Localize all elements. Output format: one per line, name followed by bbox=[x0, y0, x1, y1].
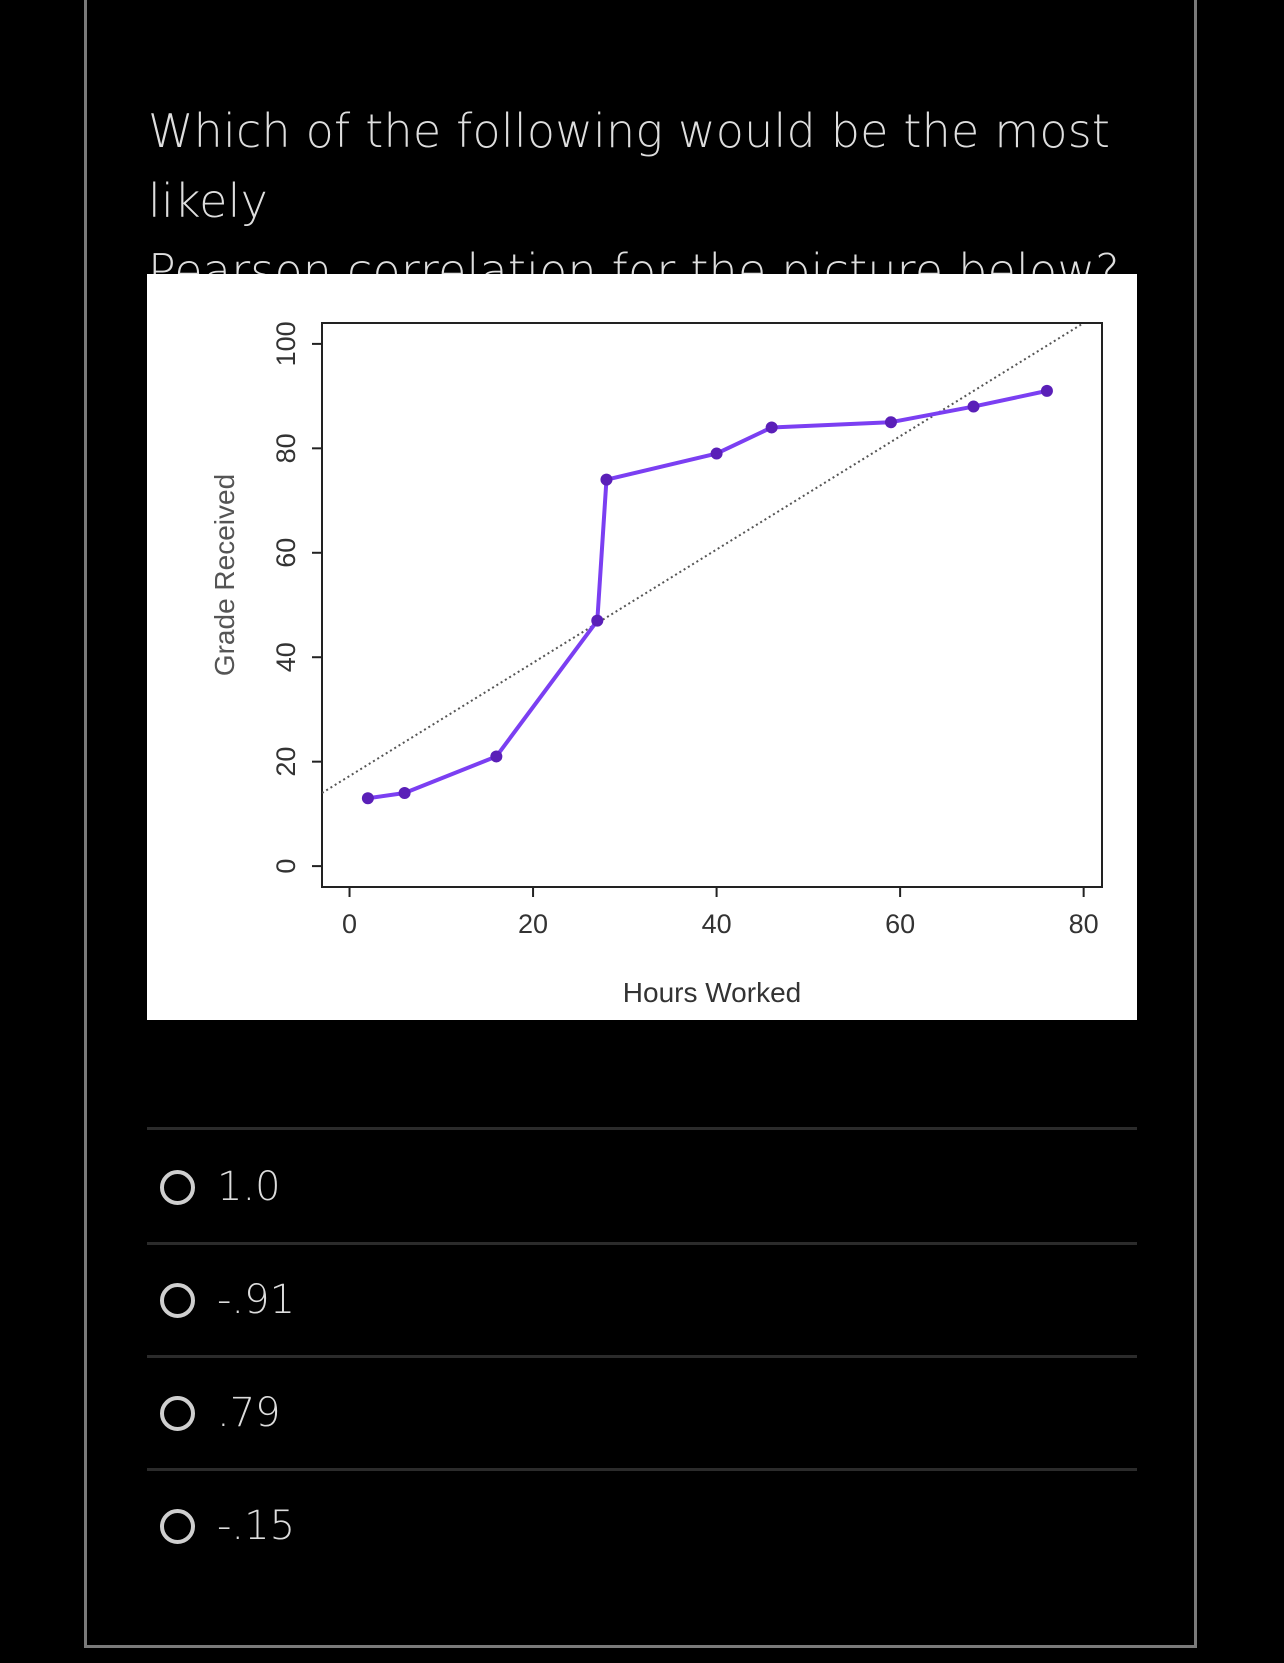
y-tick-label: 60 bbox=[271, 538, 301, 568]
y-tick-label: 100 bbox=[271, 321, 301, 366]
x-tick-label: 80 bbox=[1069, 909, 1099, 939]
divider bbox=[147, 1242, 1137, 1245]
chart-image: 0 20 40 60 80 0 20 40 60 80 100 Hours Worked Grade R… bbox=[147, 274, 1137, 1020]
radio-icon[interactable] bbox=[160, 1395, 195, 1431]
data-point bbox=[967, 400, 980, 413]
series-line bbox=[367, 388, 1048, 801]
option-4[interactable]: -.15 bbox=[160, 1496, 295, 1556]
data-point bbox=[600, 473, 613, 486]
data-point bbox=[1040, 384, 1053, 397]
data-point bbox=[710, 447, 723, 460]
y-tick-label: 40 bbox=[271, 642, 301, 672]
option-label: -.91 bbox=[217, 1277, 296, 1323]
x-tick-label: 60 bbox=[885, 909, 915, 939]
option-label: .79 bbox=[217, 1390, 281, 1436]
x-tick-label: 40 bbox=[702, 909, 732, 939]
divider bbox=[147, 1355, 1137, 1358]
y-tick-label: 20 bbox=[271, 747, 301, 777]
y-tick-label: 0 bbox=[271, 859, 301, 874]
option-label: 1.0 bbox=[217, 1164, 281, 1210]
option-label: -.15 bbox=[217, 1503, 296, 1549]
data-point bbox=[361, 792, 374, 805]
x-tick-label: 20 bbox=[518, 909, 548, 939]
radio-icon[interactable] bbox=[160, 1169, 195, 1205]
option-2[interactable]: -.91 bbox=[160, 1270, 295, 1330]
option-1[interactable]: 1.0 bbox=[160, 1157, 281, 1217]
data-point bbox=[490, 750, 503, 763]
x-axis-label: Hours Worked bbox=[623, 977, 801, 1008]
x-tick-label: 0 bbox=[342, 909, 357, 939]
data-point bbox=[591, 614, 604, 627]
question-line-1: Which of the following would be the most… bbox=[148, 104, 1111, 228]
data-point bbox=[398, 787, 411, 799]
divider bbox=[147, 1468, 1137, 1471]
radio-icon[interactable] bbox=[160, 1282, 195, 1318]
trend-line bbox=[322, 322, 1085, 794]
option-3[interactable]: .79 bbox=[160, 1383, 281, 1443]
data-point bbox=[884, 416, 897, 429]
y-axis-label: Grade Received bbox=[209, 474, 240, 676]
plot-frame bbox=[321, 322, 1103, 888]
divider bbox=[147, 1127, 1137, 1130]
content-frame bbox=[84, 0, 1197, 1648]
y-tick-label: 80 bbox=[271, 433, 301, 463]
data-point bbox=[765, 421, 778, 434]
radio-icon[interactable] bbox=[160, 1508, 195, 1544]
line-chart: 0 20 40 60 80 0 20 40 60 80 100 Hours Worked Grade R… bbox=[209, 321, 1103, 1008]
